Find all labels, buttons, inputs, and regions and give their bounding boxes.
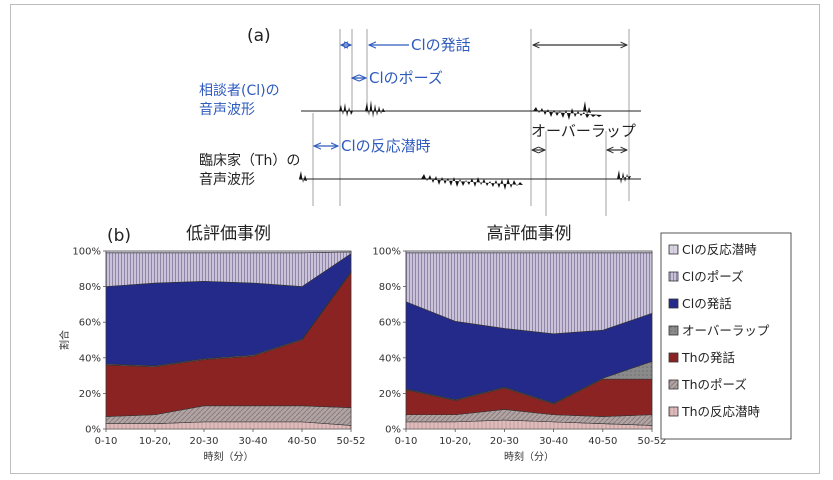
x-tick-label: 20-30 <box>189 436 218 447</box>
y-tick-label: 20% <box>379 389 401 400</box>
x-tick-label: 10-20, <box>439 436 471 447</box>
legend-swatch <box>668 379 679 390</box>
legend-item-th-latency: Thの反応潜時 <box>668 404 761 419</box>
y-tick-label: 80% <box>79 282 101 293</box>
legend-label: Clの反応潜時 <box>682 242 757 257</box>
x-tick-label: 40-50 <box>287 436 316 447</box>
y-tick-label: 60% <box>379 318 401 329</box>
x-tick-label: 20-30 <box>490 436 519 447</box>
x-tick-label: 30-40 <box>238 436 267 447</box>
legend-swatch <box>668 352 679 363</box>
client-pause-label: Clのポーズ <box>369 69 443 87</box>
figure-frame: (a) Clの発話 Clのポーズ Clの反応潜時 オーバー <box>10 4 820 474</box>
client-waveform <box>301 100 641 120</box>
x-tick-label: 30-40 <box>539 436 568 447</box>
panel-a-label: (a) <box>247 26 271 46</box>
overlap-label: オーバーラップ <box>531 122 636 140</box>
legend-box <box>660 232 792 440</box>
legend-swatch <box>668 244 679 255</box>
x-axis-label: 時刻（分） <box>504 450 554 463</box>
legend-label: Thの反応潜時 <box>681 404 761 419</box>
x-tick-label: 0-10 <box>95 436 118 447</box>
legend-label: Thの発話 <box>681 350 735 365</box>
y-tick-label: 20% <box>79 389 101 400</box>
client-speech-label: Clの発話 <box>411 36 471 54</box>
y-tick-label: 0% <box>385 425 401 436</box>
x-tick-label: 0-10 <box>395 436 418 447</box>
client-wave-label-1: 相談者(Cl)の <box>199 83 280 99</box>
legend-swatch <box>668 325 679 336</box>
client-latency-label: Clの反応潜時 <box>341 137 431 155</box>
legend-item-cl-pause: Clのポーズ <box>668 269 744 284</box>
client-wave-label-2: 音声波形 <box>199 101 255 118</box>
panel-b-label: (b) <box>107 226 131 246</box>
panel-a-diagram: (a) Clの発話 Clのポーズ Clの反応潜時 オーバー <box>199 26 641 216</box>
area-cl-latency <box>105 250 352 254</box>
therapist-wave-label-2: 音声波形 <box>199 171 255 188</box>
legend-item-cl-latency: Clの反応潜時 <box>668 242 757 257</box>
legend-item-th-speech: Thの発話 <box>668 350 735 365</box>
x-tick-label: 50-52 <box>336 436 365 447</box>
legend-item-th-pause: Thのポーズ <box>668 377 747 392</box>
y-tick-label: 0% <box>85 425 101 436</box>
guide-lines <box>312 29 630 216</box>
figure-canvas: (a) Clの発話 Clのポーズ Clの反応潜時 オーバー <box>58 26 792 463</box>
y-tick-label: 40% <box>379 353 401 364</box>
y-tick-label: 40% <box>79 353 101 364</box>
x-tick-label: 50-52 <box>637 436 666 447</box>
x-tick-label: 10-20, <box>139 436 171 447</box>
therapist-wave-label-1: 臨床家（Th）の <box>199 152 300 169</box>
chart-low-rating: 低評価事例 0% 20% 40% 60% 80% 100% 0-10 10-20, 20-30 30… <box>58 224 366 463</box>
legend-item-cl-speech: Clの発話 <box>668 296 732 311</box>
legend-swatch <box>668 406 679 417</box>
y-axis-label: 割合 <box>58 330 71 350</box>
chart-title: 低評価事例 <box>186 224 271 244</box>
x-tick-label: 40-50 <box>588 436 617 447</box>
legend-swatch <box>668 271 679 282</box>
y-tick-label: 80% <box>379 282 401 293</box>
legend-label: オーバーラップ <box>682 323 770 338</box>
legend-swatch <box>668 298 679 309</box>
legend-label: Clのポーズ <box>682 269 744 284</box>
y-tick-label: 100% <box>372 247 401 258</box>
legend-label: Thのポーズ <box>681 377 747 392</box>
y-tick-label: 60% <box>79 318 101 329</box>
legend-item-overlap: オーバーラップ <box>668 323 770 338</box>
therapist-waveform <box>299 170 641 190</box>
x-axis-label: 時刻（分） <box>204 450 254 463</box>
chart-title: 高評価事例 <box>487 224 572 244</box>
legend-label: Clの発話 <box>682 296 732 311</box>
y-tick-label: 100% <box>72 247 101 258</box>
area-cl-latency <box>405 250 653 254</box>
chart-high-rating: 高評価事例 0% 20% 40% 60% 80% 100% 0-10 10-20, 20-30 30… <box>372 224 666 463</box>
